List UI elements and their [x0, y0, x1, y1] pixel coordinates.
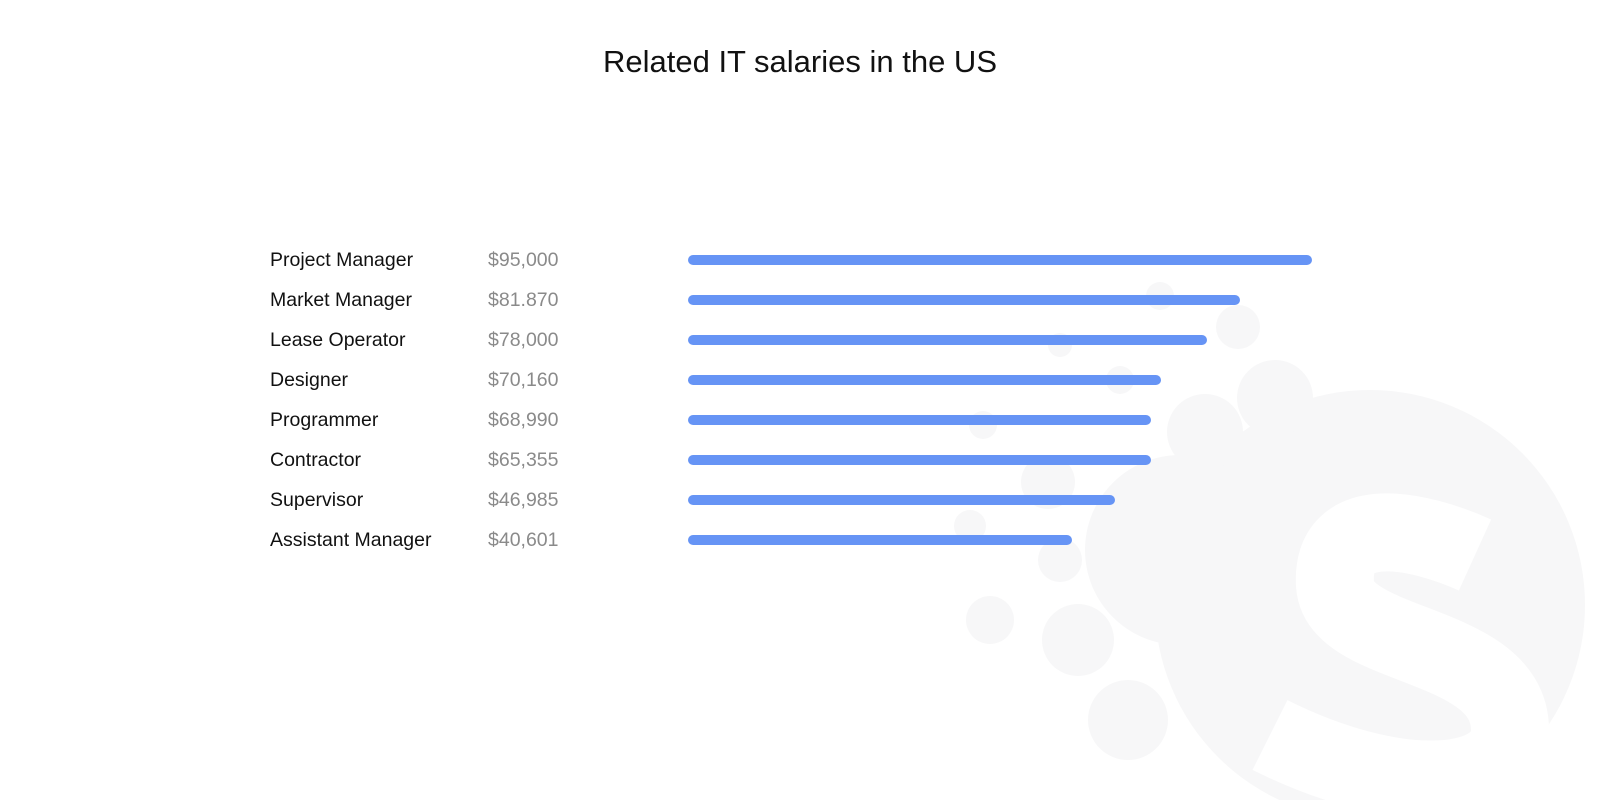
chart-row: Lease Operator $78,000 [0, 325, 1600, 355]
category-label: Assistant Manager [270, 529, 432, 551]
salary-value-label: $40,601 [488, 529, 559, 551]
category-label: Lease Operator [270, 329, 406, 351]
chart-row: Supervisor $46,985 [0, 485, 1600, 515]
salary-bar [688, 535, 1073, 545]
chart-row: Project Manager $95,000 [0, 245, 1600, 275]
salary-bar [688, 375, 1161, 385]
salary-bar [688, 335, 1207, 345]
salary-value-label: $95,000 [488, 249, 559, 271]
chart-row: Programmer $68,990 [0, 405, 1600, 435]
category-label: Market Manager [270, 289, 412, 311]
salary-value-label: $68,990 [488, 409, 559, 431]
category-label: Designer [270, 369, 349, 391]
category-label: Contractor [270, 449, 362, 471]
salary-bar [688, 455, 1152, 465]
chart-title: Related IT salaries in the US [602, 44, 997, 79]
category-label: Project Manager [270, 249, 414, 271]
category-label: Supervisor [270, 489, 364, 511]
chart-row: Assistant Manager $40,601 [0, 525, 1600, 555]
salary-value-label: $65,355 [488, 449, 559, 471]
chart-row: Market Manager $81.870 [0, 285, 1600, 315]
salary-bar [688, 295, 1240, 305]
salary-value-label: $46,985 [488, 489, 559, 511]
chart-row: Contractor $65,355 [0, 445, 1600, 475]
salary-value-label: $81.870 [488, 289, 559, 311]
salary-bar [688, 415, 1152, 425]
s-letter-icon [1252, 493, 1550, 800]
chart-row: Designer $70,160 [0, 365, 1600, 395]
salary-bar [688, 255, 1312, 265]
category-label: Programmer [270, 409, 379, 431]
salary-value-label: $78,000 [488, 329, 559, 351]
salary-bar [688, 495, 1115, 505]
salary-value-label: $70,160 [488, 369, 559, 391]
